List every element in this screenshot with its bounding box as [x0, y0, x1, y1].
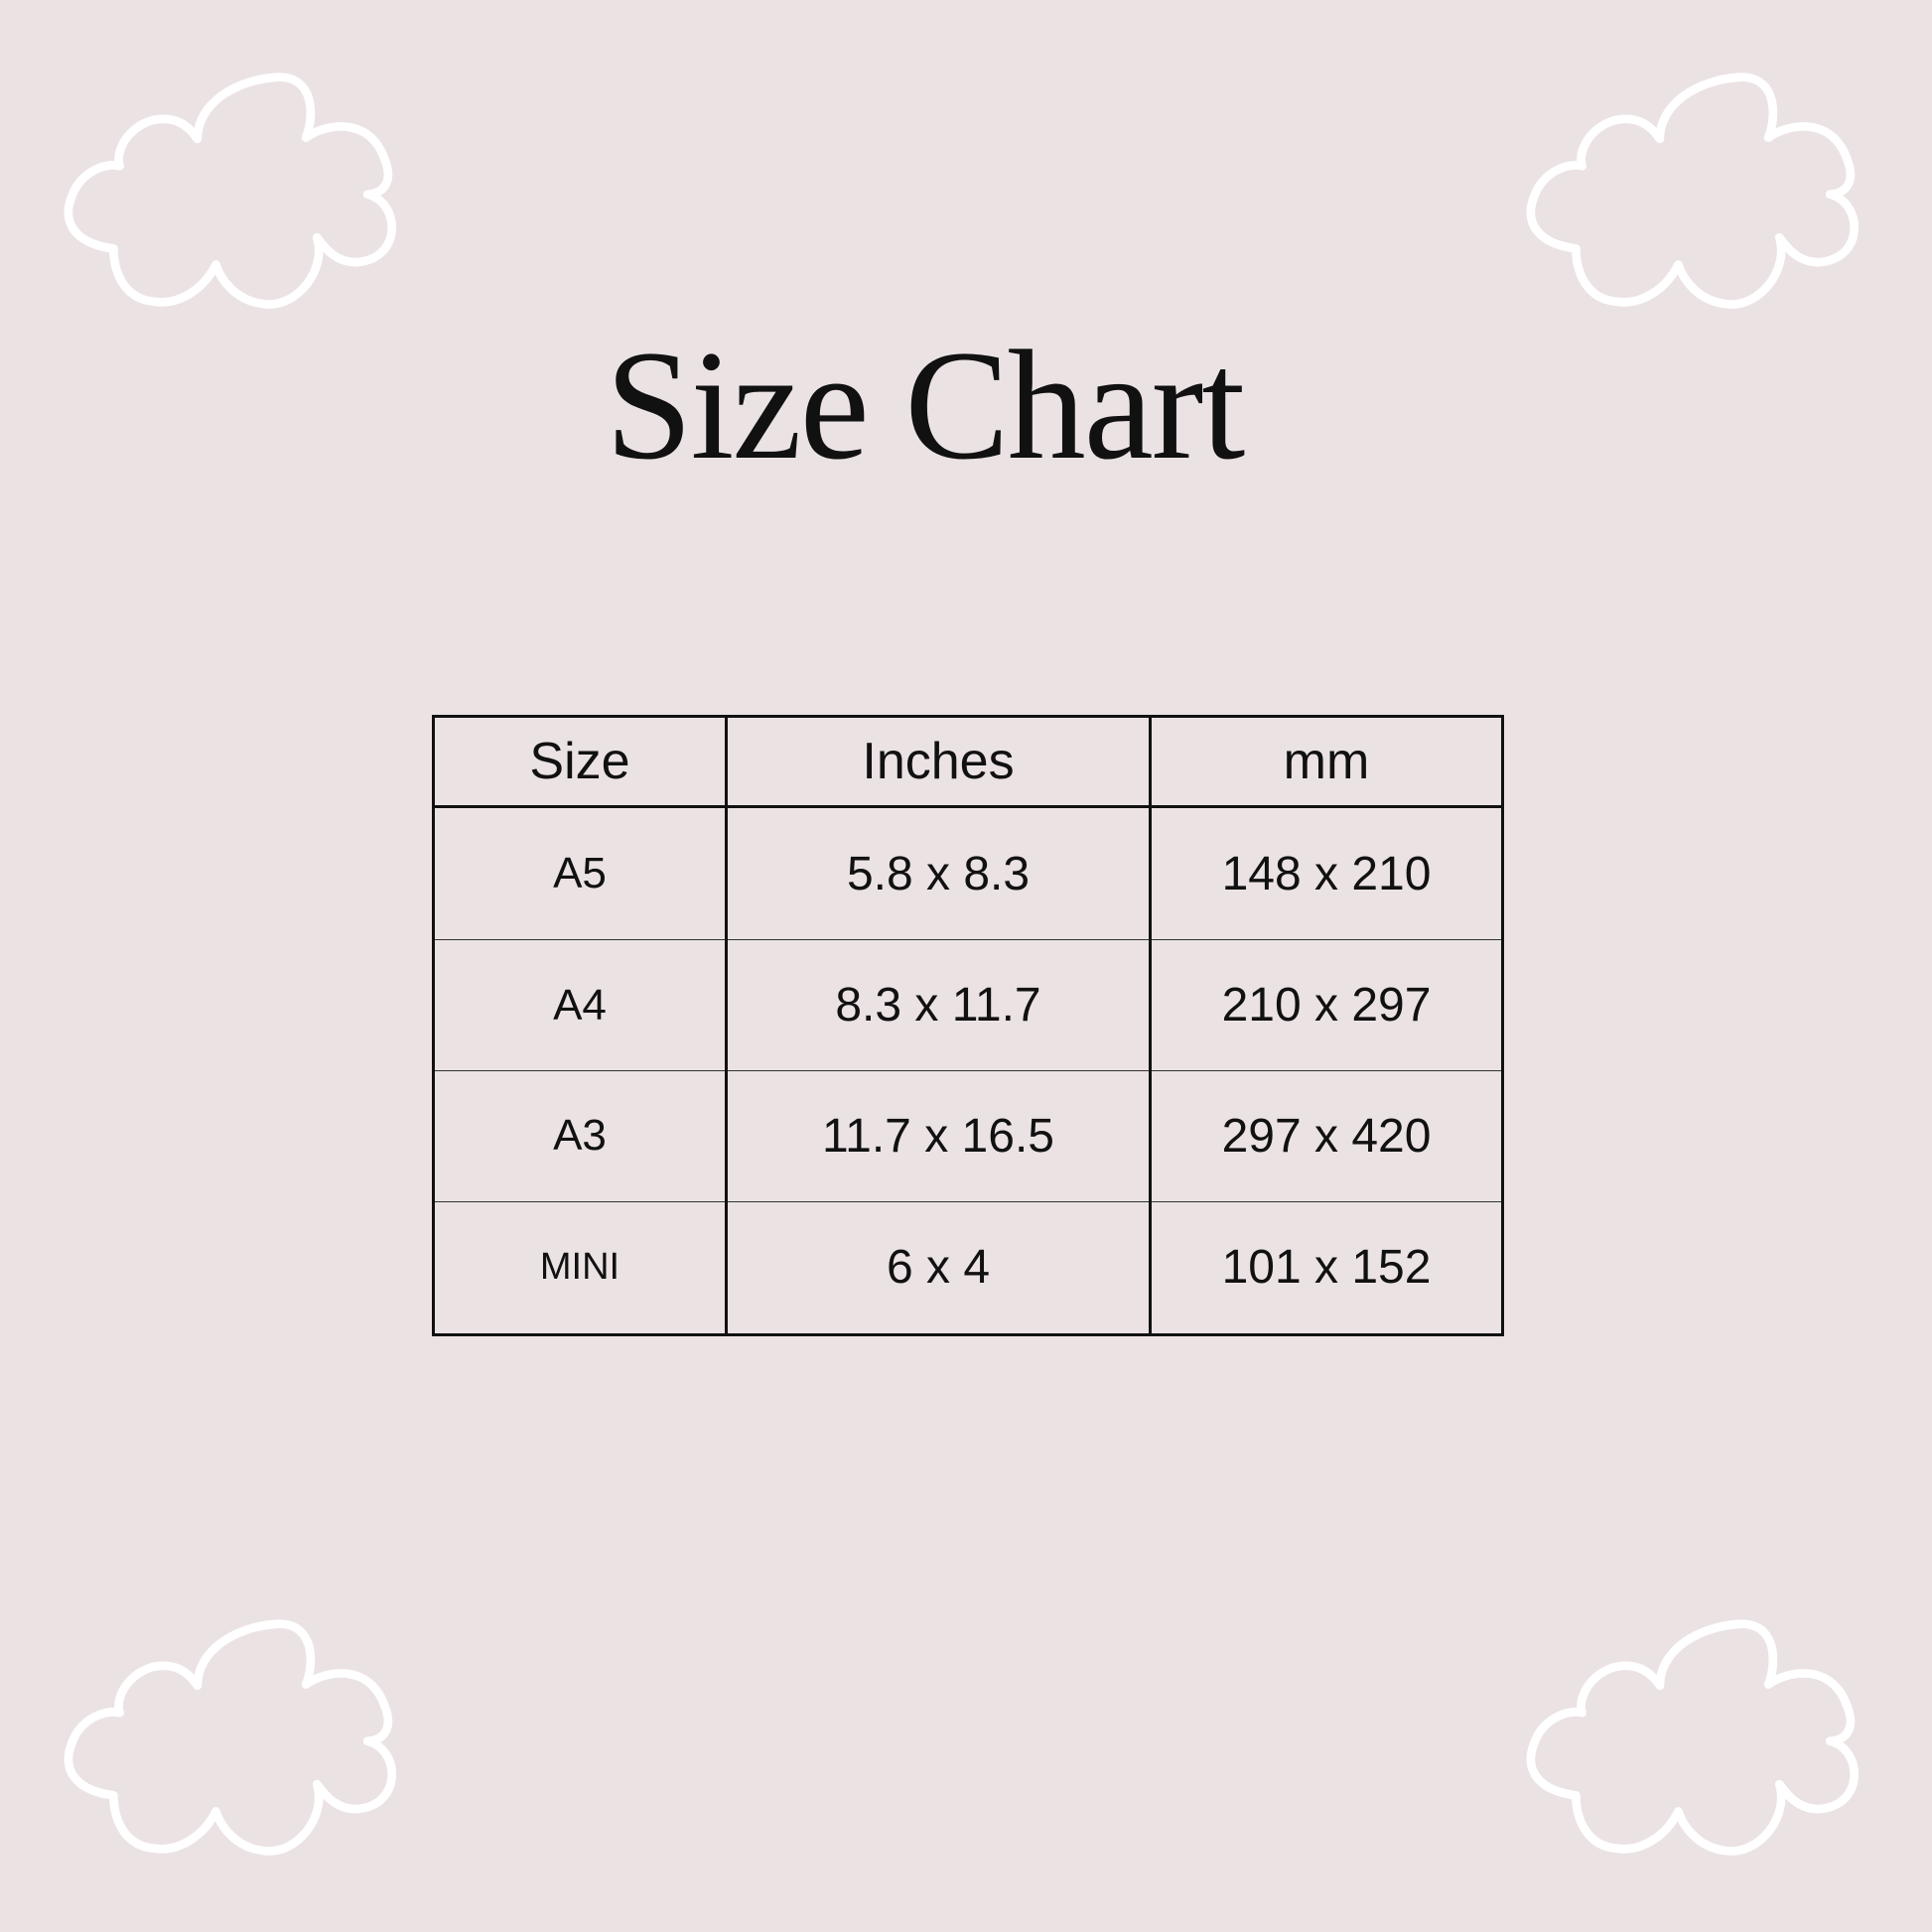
- header-mm: mm: [1149, 716, 1504, 808]
- cell-size: A4: [432, 939, 728, 1071]
- header-inches: Inches: [725, 716, 1152, 808]
- table-row: A3 11.7 x 16.5 297 x 420: [432, 1069, 1504, 1202]
- cell-inches: 8.3 x 11.7: [725, 939, 1152, 1071]
- cell-mm: 297 x 420: [1149, 1069, 1504, 1202]
- cloud-icon-top-right: [1524, 72, 1863, 309]
- page-title: Size Chart: [605, 319, 1246, 492]
- table-row: A4 8.3 x 11.7 210 x 297: [432, 939, 1504, 1071]
- cell-size: A3: [432, 1069, 728, 1202]
- cell-size: MINI: [432, 1200, 728, 1335]
- cloud-icon-top-left: [62, 72, 401, 309]
- cell-mm: 210 x 297: [1149, 939, 1504, 1071]
- table-header-row: Size Inches mm: [432, 716, 1504, 808]
- cell-size: A5: [432, 805, 728, 940]
- cell-inches: 6 x 4: [725, 1200, 1152, 1335]
- cloud-icon-bottom-right: [1524, 1619, 1863, 1856]
- cell-inches: 11.7 x 16.5: [725, 1069, 1152, 1202]
- cell-mm: 148 x 210: [1149, 805, 1504, 940]
- cell-mm: 101 x 152: [1149, 1200, 1504, 1335]
- cloud-icon-bottom-left: [62, 1619, 401, 1856]
- header-size: Size: [432, 716, 728, 808]
- table-row: A5 5.8 x 8.3 148 x 210: [432, 805, 1504, 940]
- size-table: Size Inches mm A5 5.8 x 8.3 148 x 210 A4…: [432, 715, 1504, 1336]
- table-row: MINI 6 x 4 101 x 152: [432, 1200, 1504, 1335]
- cell-inches: 5.8 x 8.3: [725, 805, 1152, 940]
